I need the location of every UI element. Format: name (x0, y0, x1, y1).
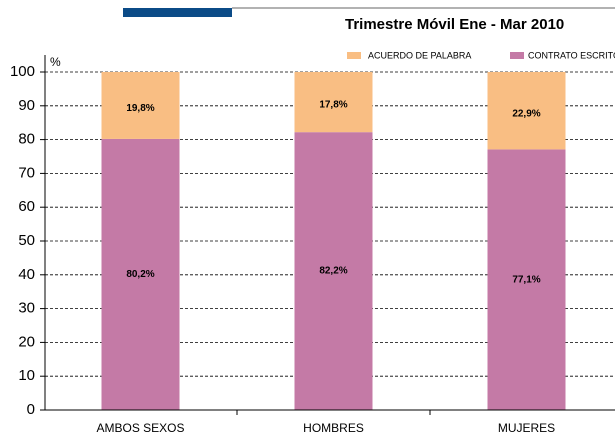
value-label: 80,2% (126, 269, 154, 280)
bar-segment (487, 149, 566, 411)
x-tick-label: MUJERES (498, 421, 555, 433)
y-axis-label: % (50, 55, 61, 69)
value-label: 22,9% (512, 108, 540, 119)
bar-segment (487, 72, 566, 150)
bar-segment (101, 138, 180, 410)
bar-segment (294, 72, 373, 133)
value-label: 82,2% (319, 266, 347, 277)
bar-segment (294, 132, 373, 410)
chart-title: Trimestre Móvil Ene - Mar 2010 (345, 16, 564, 33)
legend-swatch (347, 52, 361, 59)
bar-segment (101, 72, 180, 139)
value-label: 17,8% (319, 100, 347, 111)
legend-swatch (510, 52, 524, 59)
y-tick-label: 10 (18, 367, 35, 384)
y-tick-label: 30 (18, 300, 35, 317)
y-tick-label: 100 (10, 63, 35, 80)
x-tick-label: AMBOS SEXOS (96, 421, 184, 433)
value-label: 77,1% (512, 274, 540, 285)
legend-label: CONTRATO ESCRITO (528, 50, 615, 60)
y-tick-label: 20 (18, 333, 35, 350)
y-tick-label: 50 (18, 232, 35, 249)
x-tick-label: HOMBRES (303, 421, 364, 433)
y-tick-label: 90 (18, 97, 35, 114)
y-tick-label: 40 (18, 266, 35, 283)
y-tick-label: 60 (18, 198, 35, 215)
y-tick-label: 80 (18, 131, 35, 148)
y-tick-label: 70 (18, 164, 35, 181)
value-label: 19,8% (126, 103, 154, 114)
header-bar (123, 8, 232, 17)
y-tick-label: 0 (27, 401, 35, 418)
legend-label: ACUERDO DE PALABRA (368, 50, 471, 60)
